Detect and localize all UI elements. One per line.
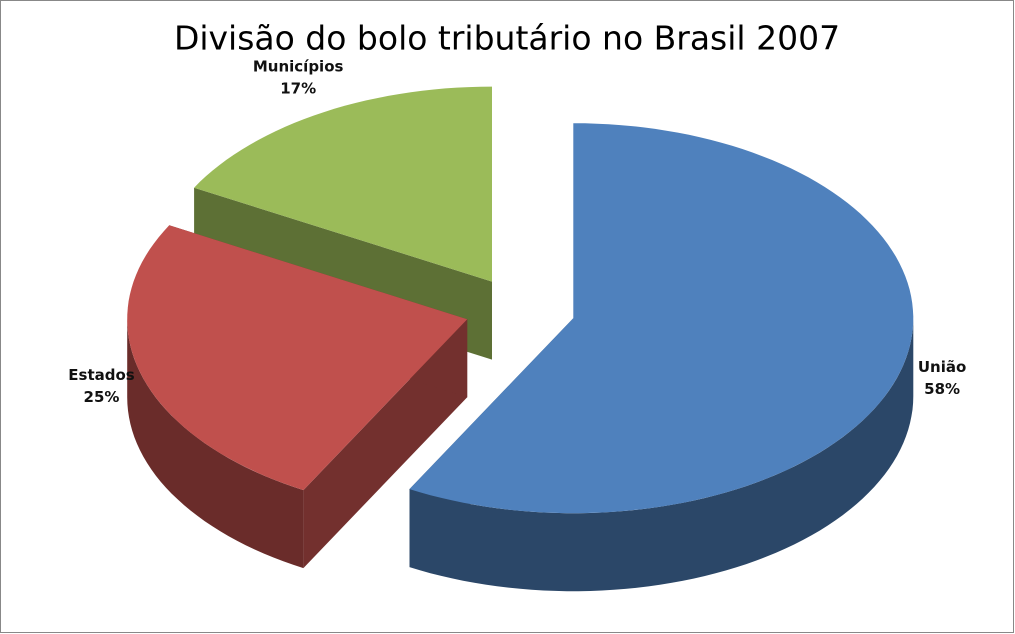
data-label-value: 25% [84,388,120,406]
slice-wall [409,318,914,592]
data-label-value: 58% [924,380,960,398]
slice-wall [127,319,304,569]
slice [409,123,914,514]
data-label-name: União [918,358,966,376]
data-label-value: 17% [280,79,316,97]
data-label-name: Estados [68,366,135,384]
chart-title: Divisão do bolo tributário no Brasil 200… [174,19,840,58]
slice [194,86,492,282]
data-label-name: Municípios [253,57,344,75]
slice [127,225,468,491]
